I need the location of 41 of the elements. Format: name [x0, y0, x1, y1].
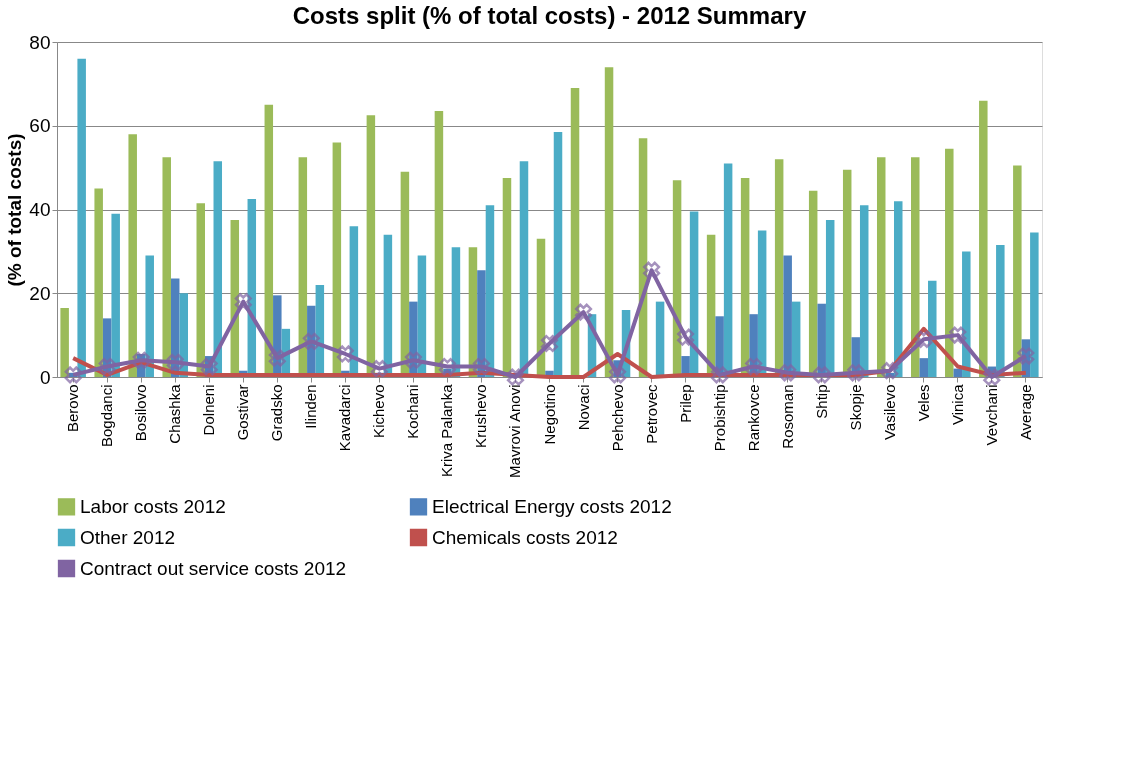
x-tick-label: Average [1016, 384, 1034, 441]
x-tick-label: Krushevo [472, 384, 490, 448]
x-tick-label: Vevchani [982, 384, 1000, 446]
legend-label: Chemicals costs 2012 [432, 526, 618, 548]
y-tick-label: 60 [29, 115, 51, 137]
x-tick-label: Bosilovo [132, 384, 150, 442]
y-tick-label: 40 [29, 199, 51, 220]
x-tick-label: Vasilevo [880, 384, 898, 441]
y-tick-label: 0 [39, 366, 51, 388]
x-tick-label: Kochani [404, 384, 422, 439]
x-tick-label: Petrovec [642, 384, 660, 444]
x-tick-label: Berovo [64, 384, 82, 433]
x-tick-label: Mavrovi Anovi [506, 384, 524, 478]
x-tick-label: Chashka [166, 383, 184, 444]
y-tick-label: 20 [29, 282, 51, 304]
y-tick-label: 80 [29, 31, 51, 53]
x-tick-label: Negotino [540, 384, 558, 445]
x-tick-label: Gradsko [268, 384, 286, 442]
x-tick-label: Novaci [574, 384, 592, 431]
x-tick-label: Kavadarci [336, 384, 354, 452]
chart-title: Costs split (% of total costs) - 2012 Summary [292, 2, 807, 29]
x-tick-label: Dolneni [200, 384, 218, 436]
y-axis-title: (% of total costs) [4, 133, 26, 287]
legend-label: Labor costs 2012 [80, 495, 226, 517]
x-tick-label: Kichevo [370, 384, 388, 438]
x-tick-label: Probishtip [710, 384, 728, 452]
x-tick-label: Pehchevo [608, 384, 626, 452]
legend-label: Electrical Energy costs 2012 [432, 495, 672, 517]
x-tick-label: Rosoman [778, 384, 796, 449]
x-tick-label: Shtip [812, 384, 830, 419]
x-tick-label: Bogdanci [98, 384, 116, 448]
x-tick-label: Veles [914, 384, 932, 422]
x-tick-label: Vinica [948, 383, 966, 426]
x-tick-label: Prilep [676, 384, 694, 423]
x-tick-label: Skopje [846, 384, 864, 431]
x-tick-label: Rankovce [744, 384, 762, 452]
legend-label: Other 2012 [80, 526, 176, 548]
x-tick-label: Kriva Palanka [438, 383, 456, 478]
x-tick-label: Gostivar [234, 384, 252, 441]
legend-label: Contract out service costs 2012 [80, 557, 347, 579]
x-tick-label: Ilinden [302, 384, 320, 429]
